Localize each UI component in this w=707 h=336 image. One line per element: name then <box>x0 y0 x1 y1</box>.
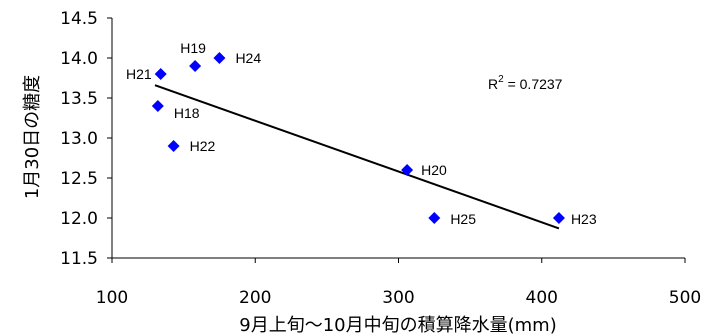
y-tick-label: 14.5 <box>60 9 98 29</box>
point-label-h19: H19 <box>180 40 206 56</box>
point-label-h23: H23 <box>571 211 597 227</box>
axes <box>107 17 686 263</box>
y-axis-label: 1月30日の糖度 <box>22 75 43 199</box>
point-label-h22: H22 <box>190 138 216 154</box>
y-tick-label: 12.0 <box>60 209 98 229</box>
data-point-h18 <box>151 100 164 112</box>
trendline <box>154 84 560 230</box>
y-tick-label: 13.0 <box>60 129 98 149</box>
point-label-h18: H18 <box>174 105 200 121</box>
x-axis-label: 9月上旬～10月中旬の積算降水量(mm) <box>239 315 556 336</box>
point-labels: H19 H24 H21 H18 H22 H20 H25 H23 <box>126 40 597 227</box>
x-tick-label: 400 <box>526 288 558 308</box>
data-point-h25 <box>428 212 441 224</box>
data-point-h22 <box>167 140 180 152</box>
point-label-h21: H21 <box>126 66 152 82</box>
x-tick-label: 300 <box>382 288 414 308</box>
y-tick-label: 12.5 <box>60 169 98 189</box>
data-points <box>151 52 565 224</box>
data-point-h19 <box>189 60 202 72</box>
data-point-h21 <box>154 68 167 80</box>
data-point-h24 <box>213 52 226 64</box>
x-tick-label: 200 <box>239 288 271 308</box>
data-point-h23 <box>552 212 565 224</box>
x-tick-label: 500 <box>669 288 701 308</box>
y-tick-label: 13.5 <box>60 89 98 109</box>
point-label-h24: H24 <box>235 50 261 66</box>
data-point-h20 <box>401 164 414 176</box>
x-tick-labels: 100 200 300 400 500 <box>96 288 701 308</box>
point-label-h20: H20 <box>421 162 447 178</box>
y-tick-label: 11.5 <box>60 249 98 269</box>
point-label-h25: H25 <box>450 211 476 227</box>
r-squared-annotation: R2 = 0.7237 <box>488 74 563 92</box>
x-tick-label: 100 <box>96 288 128 308</box>
y-tick-labels: 11.5 12.0 12.5 13.0 13.5 14.0 14.5 <box>60 9 98 269</box>
y-tick-label: 14.0 <box>60 49 98 69</box>
